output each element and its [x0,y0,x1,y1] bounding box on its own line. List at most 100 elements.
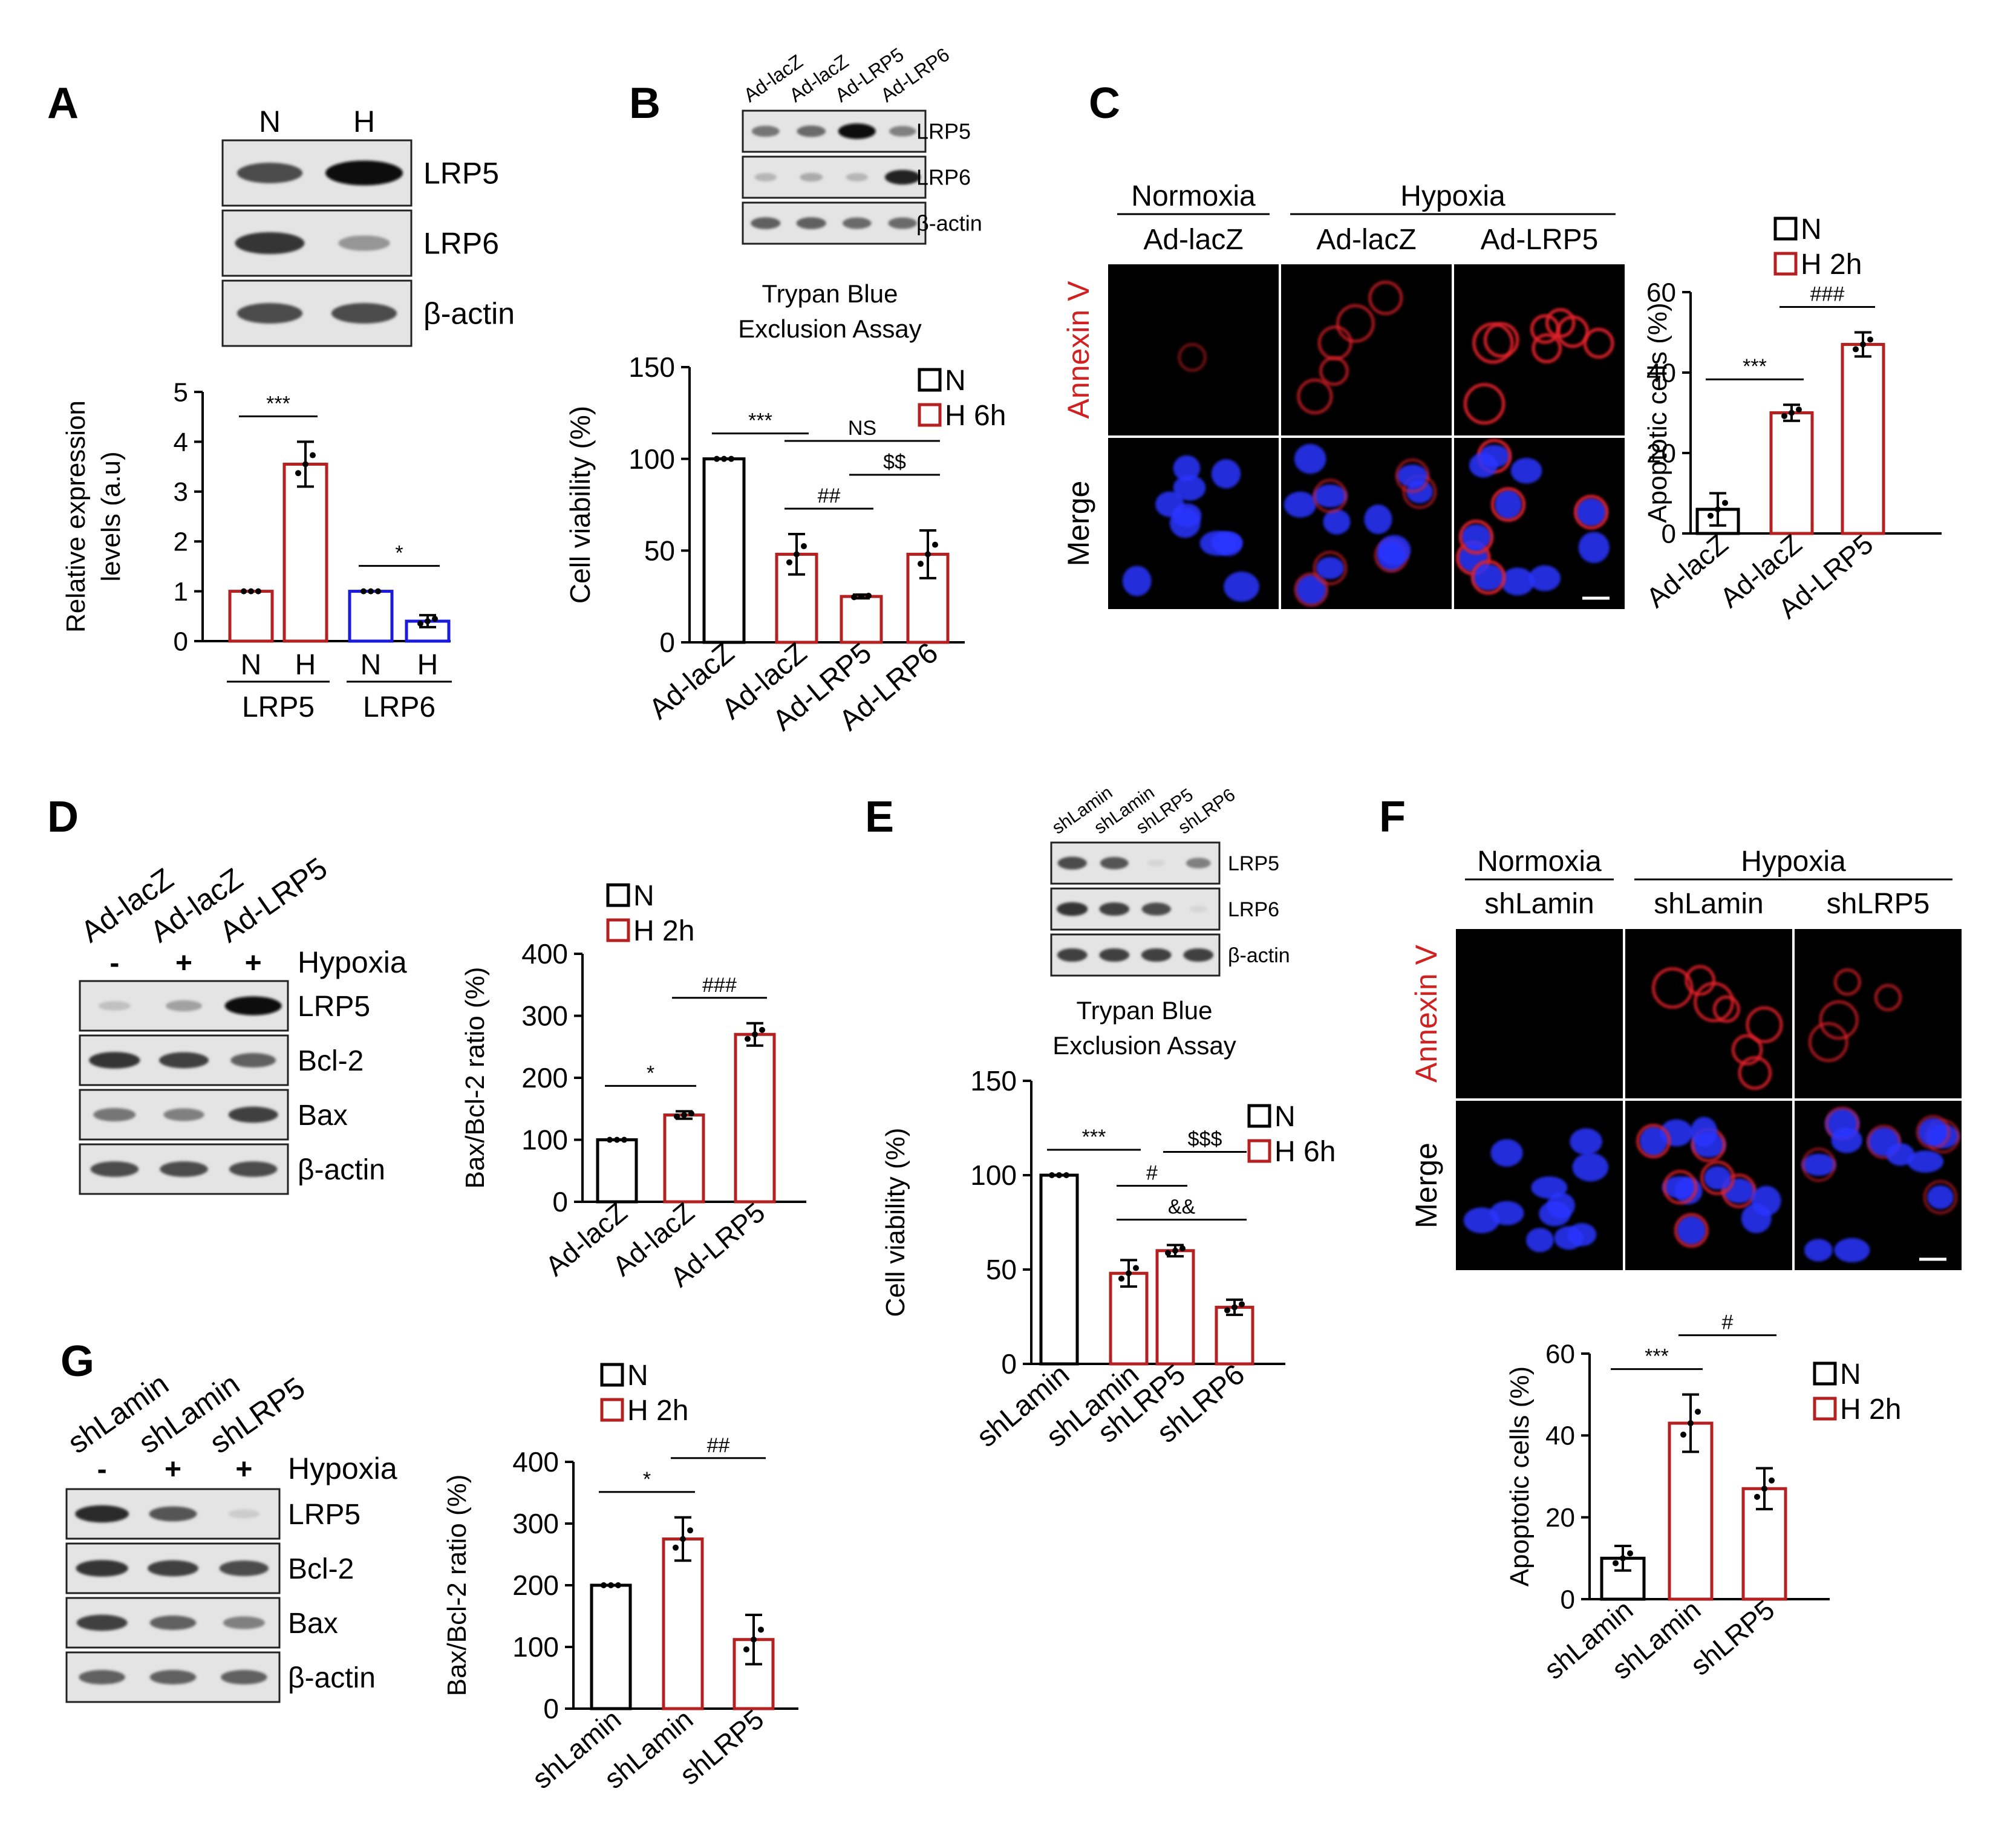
y-tick-label: 20 [1646,439,1676,468]
panel-letter-c: C [1089,79,1120,128]
bar [348,590,394,643]
blot-row-label: β-actin [916,211,982,236]
legend-swatch [1773,252,1798,276]
x-category-label: N [241,649,262,681]
y-tick-label: 40 [1545,1421,1575,1451]
data-point [425,618,431,625]
data-point [745,1035,751,1042]
western-blot-d: Ad-lacZ-Ad-lacZ+Ad-LRP5+ HypoxiaLRP5Bcl-2… [74,851,407,1195]
data-point [1620,1555,1626,1562]
data-point [1172,1247,1178,1254]
data-point [1761,1485,1767,1492]
group-label: Hypoxia [1400,180,1505,212]
data-point [681,1112,687,1118]
blot-row-label: Bcl-2 [288,1553,354,1585]
bar [590,1583,632,1710]
blot-band [842,217,872,229]
y-tick-label: 200 [521,1062,568,1094]
assay-title-b-line1: Trypan Blue [762,279,898,308]
micrograph-tile [1281,264,1452,435]
membrane-ring [1395,458,1430,493]
y-axis-label: Bax/Bcl-2 ratio (%) [442,1475,472,1697]
blot-band [800,172,823,182]
row-label: Merge [1062,481,1095,567]
hypoxia-sign: + [235,1453,252,1485]
bar [663,1113,705,1204]
nucleus-dot [1804,1239,1833,1262]
significance-label: * [395,542,403,565]
bar [662,1537,704,1710]
panel-letter-f: F [1379,793,1406,841]
data-point [295,470,301,477]
assay-title-b-line2: Exclusion Assay [738,315,921,343]
data-point [743,1646,749,1653]
data-point [752,1031,758,1038]
annexin-ring [1685,965,1716,996]
assay-title-e-line1: Trypan Blue [1077,996,1213,1025]
bar [282,462,328,643]
membrane-ring [1574,495,1609,530]
annexin-ring [1532,333,1562,364]
significance-label: NS [848,417,876,440]
nucleus-dot [1525,1228,1554,1253]
y-tick-label: 300 [521,1000,568,1032]
nucleus-dot [1570,1128,1602,1155]
blot-band [884,169,921,185]
panel-letter-b: B [629,79,661,128]
annexin-ring [1731,1034,1763,1066]
microscopy-grid-c: Normoxia Hypoxia Ad-lacZ Ad-lacZ Ad-LRP5 Anne… [1062,180,1625,609]
data-point [858,593,864,600]
bar [1155,1249,1195,1366]
nucleus-dot [1284,491,1317,518]
nucleus-dot [1741,1203,1772,1233]
nucleus-dot [1801,1153,1836,1176]
membrane-ring [1490,487,1525,522]
micrograph-tile [1108,264,1279,435]
annexin-ring [1833,968,1861,996]
nucleus-dot [1173,455,1201,481]
blot-row-label: β-actin [423,297,515,331]
data-point [1715,506,1721,513]
lane-label: H [353,105,375,139]
chart-a: 0 1 2 3 4 5 Relative expression levels (a.u) N H N… [61,377,452,723]
hypoxia-sign: + [165,1453,181,1485]
significance-label: ### [1810,283,1845,306]
data-point [241,588,247,595]
blot-band [75,1505,129,1523]
annexin-ring [1297,378,1333,414]
blot-band [228,1106,278,1123]
y-axis-label: Bax/Bcl-2 ratio (%) [460,967,490,1189]
y-tick-label: 20 [1545,1503,1575,1533]
data-point [1867,336,1873,343]
data-point [786,559,792,566]
y-tick-label: 200 [512,1570,559,1601]
y-tick-label: 50 [986,1254,1017,1285]
nucleus-dot [1690,1117,1718,1147]
membrane-ring [1916,1115,1951,1150]
bar [702,457,746,644]
membrane-ring [1471,559,1506,595]
legend-swatch [918,403,942,427]
data-point [1796,406,1802,413]
significance-label: *** [1082,1126,1106,1149]
legend-swatch [1247,1139,1271,1163]
y-tick-label: 4 [174,428,188,457]
nucleus-dot [1377,535,1411,566]
legend-swatch [600,1398,624,1422]
data-point [1179,1245,1186,1252]
bar [596,1138,638,1204]
significance-label: && [1168,1195,1196,1218]
blot-band [797,125,826,137]
panel-letter-e: E [865,793,894,841]
nucleus-dot [1211,459,1241,489]
assay-title-e-line2: Exclusion Assay [1052,1031,1236,1060]
micrograph-tile [1456,929,1623,1098]
legend-swatch [606,918,630,942]
significance-label: $$$ [1188,1127,1222,1150]
data-point [302,461,308,468]
data-point [794,551,800,558]
western-blot-e: shLaminshLaminshLRP5shLRP6LRP5LRP6β-acti… [1049,783,1290,977]
y-tick-label: 0 [1001,1348,1017,1380]
